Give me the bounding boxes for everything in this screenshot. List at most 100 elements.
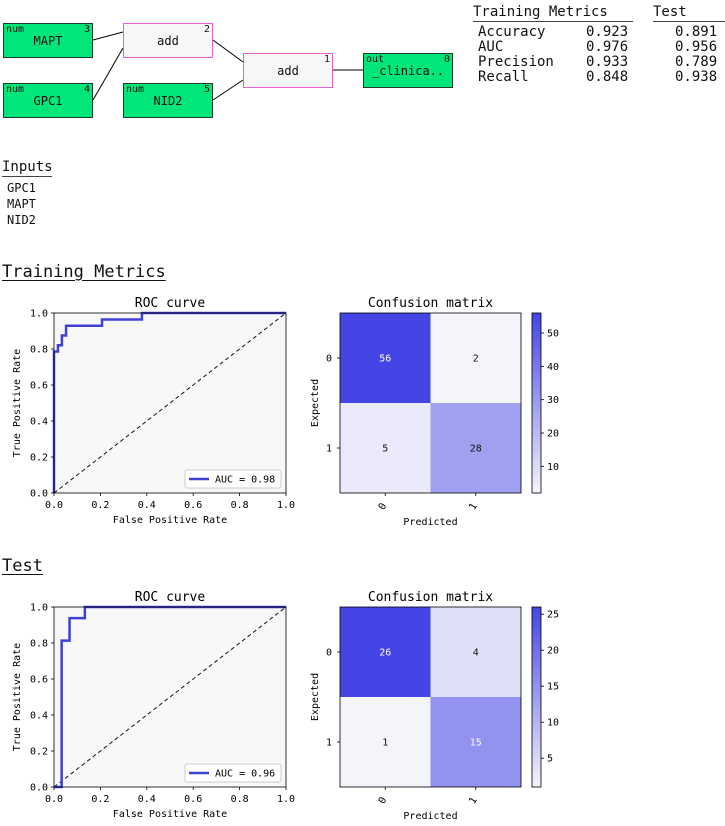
edge-nid2-add1	[212, 79, 244, 101]
colorbar-tick-label: 10	[547, 462, 559, 473]
x-axis-label: Predicted	[403, 517, 457, 528]
edge-mapt-add2	[92, 31, 124, 41]
x-axis-label: False Positive Rate	[113, 515, 227, 526]
y-tick-label: 0.4	[30, 417, 48, 428]
legend-label: AUC = 0.98	[215, 475, 275, 486]
edge-gpc1-add2	[92, 47, 124, 101]
metric-test-value: 0.956	[675, 39, 718, 55]
node-label: GPC1	[33, 93, 63, 108]
metrics-header-test: Test	[653, 4, 687, 20]
metric-test-value: 0.938	[675, 69, 718, 85]
node-kind: num	[126, 84, 145, 95]
cm-cell	[340, 403, 431, 493]
metric-name: AUC	[478, 39, 504, 55]
training-roc-chart: ROC curve 0.0 0.2 0.4 0.6 0.8 1.0 0.0 0.2 0.4 0.6 0…	[12, 296, 295, 526]
x-tick-label: 1	[467, 795, 480, 806]
node-nid2[interactable]: num 5 NID2	[123, 83, 213, 118]
edge-add2-add1	[212, 39, 244, 63]
node-kind: num	[6, 24, 25, 35]
node-label: _clinica..	[371, 63, 445, 78]
colorbar-tick-label: 15	[547, 682, 559, 693]
metric-name: Accuracy	[478, 24, 546, 40]
cm-cell	[340, 607, 431, 697]
cm-cell-value: 28	[470, 444, 482, 455]
y-tick-label: 0	[326, 354, 332, 365]
cm-cell	[340, 697, 431, 787]
y-axis-label: Expected	[310, 673, 321, 721]
node-output[interactable]: out 0 _clinica..	[363, 53, 453, 88]
metrics-header-rule	[653, 21, 725, 22]
x-tick-label: 0.2	[91, 500, 109, 511]
x-tick-label: 0.0	[45, 794, 63, 805]
inputs-title: Inputs	[2, 159, 53, 175]
cm-cell-value: 15	[470, 738, 482, 749]
x-tick-label: 0	[377, 501, 390, 512]
node-index: 4	[83, 84, 90, 95]
x-tick-label: 0.4	[138, 794, 156, 805]
x-tick-label: 0	[377, 795, 390, 806]
node-gpc1[interactable]: num 4 GPC1	[3, 83, 93, 118]
colorbar-tick-label: 5	[547, 754, 553, 765]
node-add-2[interactable]: 2 add	[123, 23, 213, 58]
metric-train-value: 0.976	[586, 39, 629, 55]
cm-cell-value: 1	[382, 738, 388, 749]
x-tick-label: 1	[467, 501, 480, 512]
node-mapt[interactable]: num 3 MAPT	[3, 23, 93, 58]
node-kind: out	[366, 54, 385, 65]
x-axis-label: Predicted	[403, 811, 457, 822]
x-tick-label: 0.6	[184, 500, 202, 511]
node-index: 3	[83, 24, 90, 35]
metric-train-value: 0.923	[586, 24, 629, 40]
colorbar	[531, 312, 542, 494]
colorbar-tick-label: 10	[547, 718, 559, 729]
y-tick-label: 0.8	[30, 345, 48, 356]
y-tick-label: 0.4	[30, 711, 48, 722]
cm-title: Confusion matrix	[368, 590, 493, 605]
input-item: NID2	[7, 213, 36, 227]
cm-cell-value: 56	[379, 354, 391, 365]
node-index: 2	[203, 24, 210, 35]
node-kind: num	[6, 84, 25, 95]
metric-test-value: 0.789	[675, 54, 718, 70]
plot-frame	[53, 312, 287, 494]
x-tick-label: 0.6	[184, 794, 202, 805]
roc-title: ROC curve	[135, 296, 206, 311]
y-tick-label: 1.0	[30, 309, 48, 320]
inputs-title-rule	[2, 176, 52, 177]
y-tick-label: 0.6	[30, 675, 48, 686]
metric-train-value: 0.848	[586, 69, 629, 85]
y-axis-label: Expected	[310, 379, 321, 427]
cm-frame	[339, 606, 522, 788]
x-axis-label: False Positive Rate	[113, 809, 227, 820]
metric-name: Recall	[478, 69, 529, 85]
colorbar-tick-label: 30	[547, 395, 559, 406]
node-label: MAPT	[33, 33, 63, 48]
plot-area	[54, 607, 286, 787]
legend-box	[184, 469, 282, 489]
y-tick-label: 0.2	[30, 747, 48, 758]
input-item: GPC1	[7, 181, 36, 195]
cm-cell-value: 2	[473, 354, 479, 365]
colorbar-tick-label: 50	[547, 329, 559, 340]
cm-frame	[339, 312, 522, 494]
cm-cell	[430, 697, 521, 787]
y-tick-label: 0.0	[30, 489, 48, 500]
y-tick-label: 0.0	[30, 783, 48, 794]
node-index: 1	[323, 54, 330, 65]
roc-series-line	[54, 605, 286, 789]
node-add-1[interactable]: 1 add	[243, 53, 333, 88]
roc-title: ROC curve	[135, 590, 206, 605]
y-tick-label: 0.2	[30, 453, 48, 464]
cm-title: Confusion matrix	[368, 296, 493, 311]
legend-label: AUC = 0.96	[215, 769, 275, 780]
y-axis-label: True Positive Rate	[12, 349, 23, 457]
y-tick-label: 1.0	[30, 603, 48, 614]
node-label: add	[157, 33, 179, 48]
cm-cell	[340, 313, 431, 403]
cm-cell-value: 4	[473, 648, 479, 659]
legend-box	[184, 763, 282, 783]
plot-frame	[53, 606, 287, 788]
section-title-test: Test	[2, 556, 43, 576]
x-tick-label: 1.0	[277, 794, 295, 805]
